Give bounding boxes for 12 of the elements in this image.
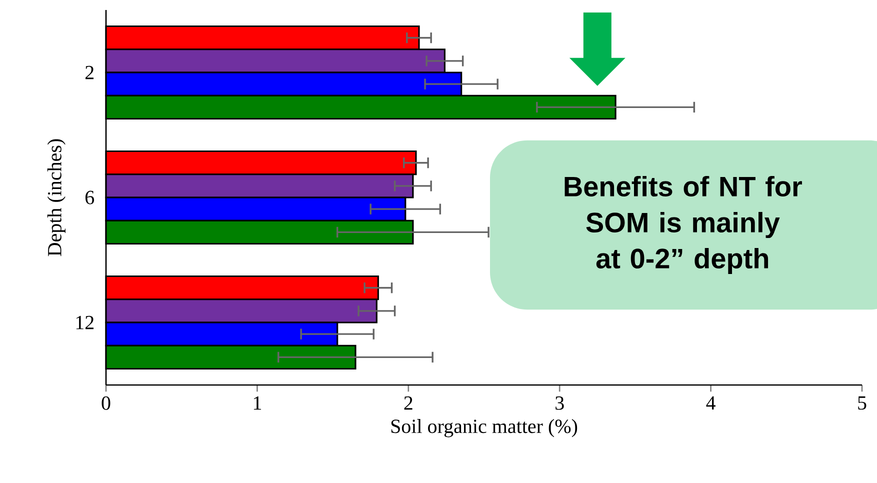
- annotation: Benefits of NT for SOM is mainly at 0-2” depth: [564, 176, 802, 274]
- y-tick-label: 12: [76, 316, 94, 330]
- x-tick-label: 1: [254, 396, 262, 410]
- x-tick-label: 3: [556, 396, 564, 410]
- y-tick-label: 6: [85, 190, 94, 204]
- x-tick-label: 4: [706, 396, 716, 410]
- x-tick-label: 2: [404, 396, 412, 410]
- y-tick-label: 2: [86, 66, 94, 80]
- x-tick-label: 5: [858, 396, 866, 410]
- x-tick-label: 0: [102, 396, 110, 410]
- x-axis-title: Soil organic matter (%): [391, 419, 578, 438]
- y-axis-title: Depth (inches): [47, 139, 66, 256]
